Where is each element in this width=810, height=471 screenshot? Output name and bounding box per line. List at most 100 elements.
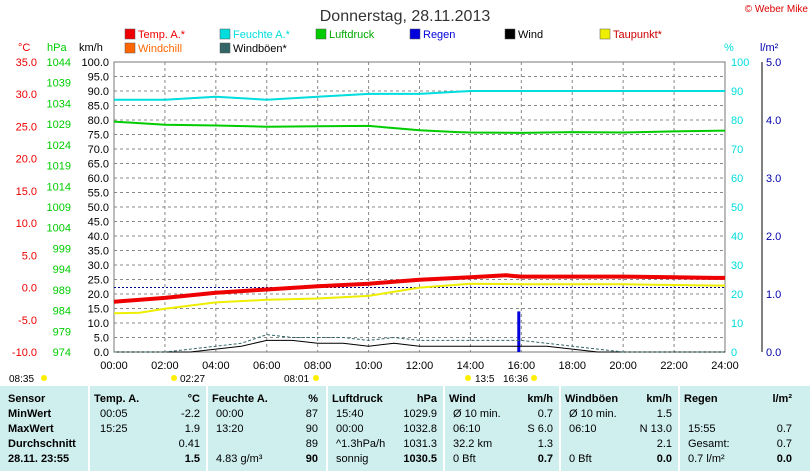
pressure-tick-label: 1029 [47, 119, 71, 131]
humidity-unit-label: % [724, 42, 734, 54]
rain-tick-label: 4.0 [766, 115, 781, 127]
rain-tick-label: 5.0 [766, 57, 781, 69]
temp-time: 00:05 [100, 408, 128, 420]
gust-value: 0.0 [656, 453, 672, 465]
wind-tick-label: 45.0 [88, 217, 109, 229]
gust-time: 0 Bft [569, 453, 592, 465]
rain-tick-label: 2.0 [766, 231, 781, 243]
wind-tick-label: 40.0 [88, 231, 109, 243]
pressure-unit-label: hPa [47, 42, 67, 54]
column-separator [443, 386, 445, 471]
pressure-tick-label: 984 [53, 306, 71, 318]
wind-max-time: 08:01 [284, 374, 309, 385]
wind-tick-label: 25.0 [88, 275, 109, 287]
humidity-value: 90 [305, 423, 318, 435]
gust-max-time: 16:36 [503, 374, 528, 385]
wind-tick-label: 20.0 [88, 289, 109, 301]
x-tick-label: 04:00 [202, 360, 230, 372]
rain-value: 0.7 [776, 423, 792, 435]
marker-sun-icon [531, 375, 537, 381]
humidity-time: 00:00 [216, 408, 244, 420]
pressure-time: sonnig [336, 453, 369, 465]
wind-value: S 6.0 [527, 423, 553, 435]
pressure-tick-label: 1024 [47, 140, 71, 152]
x-tick-label: 10:00 [355, 360, 383, 372]
legend-entry: Taupunkt* [613, 29, 663, 41]
temp-tick-label: -10.0 [12, 347, 37, 359]
column-separator [326, 386, 328, 471]
series-line-taupunkt [113, 282, 726, 315]
wind-unit-label: km/h [79, 42, 103, 54]
rain-tick-label: 3.0 [766, 173, 781, 185]
header-temp: Temp. A. [94, 393, 140, 405]
wind-tick-label: 85.0 [88, 101, 109, 113]
gust-time: 06:10 [569, 423, 597, 435]
x-tick-label: 00:00 [100, 360, 128, 372]
header-humidity: Feuchte A. [212, 393, 268, 405]
wind-value: 0.7 [537, 453, 553, 465]
wind-tick-label: 50.0 [88, 202, 109, 214]
pressure-time: 00:00 [336, 423, 364, 435]
temp-tick-label: 5.0 [22, 250, 37, 262]
rain-tick-label: 0.0 [766, 347, 781, 359]
x-tick-label: 06:00 [253, 360, 281, 372]
row-label: MinWert [8, 408, 52, 420]
temp-min-time: 08:35 [9, 374, 34, 385]
temp-value: -2.2 [181, 408, 200, 420]
pressure-value: 1030.5 [403, 453, 437, 465]
marker-sun-icon [41, 375, 47, 381]
wind-tick-label: 65.0 [88, 159, 109, 171]
temp-tick-label: 20.0 [16, 154, 37, 166]
header-sensor: Sensor [8, 393, 46, 405]
row-label: Durchschnitt [8, 438, 76, 450]
legend-entry: Temp. A.* [138, 29, 186, 41]
gust-value: N 13.0 [639, 423, 672, 435]
legend-entry: Regen [423, 29, 455, 41]
pressure-tick-label: 1019 [47, 161, 71, 173]
humidity-value: 89 [305, 438, 318, 450]
temp-unit-label: °C [18, 42, 30, 54]
pressure-min-time: 13:5 [475, 374, 495, 385]
temp-value: 1.5 [184, 453, 200, 465]
x-tick-label: 14:00 [457, 360, 485, 372]
pressure-tick-label: 1034 [47, 98, 71, 110]
rain-tick-label: 1.0 [766, 289, 781, 301]
marker-sun-icon [313, 375, 319, 381]
gust-time: Ø 10 min. [569, 408, 617, 420]
wind-tick-label: 55.0 [88, 188, 109, 200]
marker-sun-icon [171, 375, 177, 381]
x-tick-label: 12:00 [406, 360, 434, 372]
legend-entry: Luftdruck [329, 29, 375, 41]
humidity-tick-label: 80 [731, 115, 743, 127]
wind-time: 32.2 km [453, 438, 493, 450]
row-label: MaxWert [8, 423, 54, 435]
temp-time: 15:25 [100, 423, 128, 435]
axis-units: °C hPa km/h% l/m² [18, 42, 779, 54]
pressure-tick-label: 1004 [47, 223, 71, 235]
wind-tick-label: 75.0 [88, 130, 109, 142]
x-tick-label: 16:00 [508, 360, 536, 372]
humidity-tick-label: 40 [731, 231, 743, 243]
legend-swatch [124, 28, 136, 40]
wind-tick-label: 15.0 [88, 304, 109, 316]
wind-tick-label: 5.0 [94, 333, 109, 345]
header-wind: Wind [449, 393, 476, 405]
pressure-tick-label: 1014 [47, 181, 71, 193]
header-gust-unit: km/h [646, 393, 672, 405]
legend-entry: Windchill [138, 43, 182, 55]
series-line-feuchte-a [114, 90, 725, 101]
wind-tick-label: 90.0 [88, 86, 109, 98]
gust-value: 1.5 [656, 408, 672, 420]
humidity-time: 13:20 [216, 423, 244, 435]
rain-time: Gesamt: [688, 438, 730, 450]
wind-tick-label: 0.0 [94, 347, 109, 359]
humidity-tick-label: 10 [731, 318, 743, 330]
wind-value: 0.7 [537, 408, 553, 420]
header-pressure: Luftdruck [332, 393, 383, 405]
marker-sun-icon [465, 375, 471, 381]
x-tick-label: 18:00 [558, 360, 586, 372]
wind-tick-label: 100.0 [81, 57, 109, 69]
pressure-tick-label: 989 [53, 285, 71, 297]
x-tick-label: 22:00 [660, 360, 688, 372]
humidity-tick-label: 0 [731, 347, 737, 359]
